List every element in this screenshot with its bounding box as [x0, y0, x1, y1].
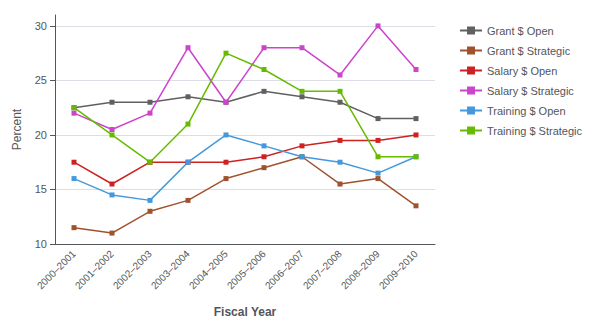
- svg-text:2004–2005: 2004–2005: [187, 248, 230, 291]
- svg-text:2003–2004: 2003–2004: [149, 248, 192, 291]
- svg-text:Grant $ Strategic: Grant $ Strategic: [487, 45, 571, 57]
- svg-text:Salary $ Open: Salary $ Open: [487, 65, 557, 77]
- svg-text:2005–2006: 2005–2006: [225, 248, 268, 291]
- svg-text:2009–2010: 2009–2010: [377, 248, 420, 291]
- svg-text:30: 30: [35, 20, 47, 32]
- svg-text:2007–2008: 2007–2008: [301, 248, 344, 291]
- svg-text:25: 25: [35, 74, 47, 86]
- svg-text:Fiscal Year: Fiscal Year: [214, 305, 277, 319]
- svg-text:Training $ Strategic: Training $ Strategic: [487, 125, 582, 137]
- svg-text:2002–2003: 2002–2003: [111, 248, 154, 291]
- svg-text:2008–2009: 2008–2009: [339, 248, 382, 291]
- svg-text:Percent: Percent: [10, 108, 24, 150]
- svg-text:Grant $ Open: Grant $ Open: [487, 25, 554, 37]
- svg-text:2006–2007: 2006–2007: [263, 248, 306, 291]
- svg-text:Salary $ Strategic: Salary $ Strategic: [487, 85, 574, 97]
- svg-text:2001–2002: 2001–2002: [73, 248, 116, 291]
- svg-text:15: 15: [35, 183, 47, 195]
- svg-text:Training $ Open: Training $ Open: [487, 105, 565, 117]
- svg-text:10: 10: [35, 238, 47, 250]
- svg-text:20: 20: [35, 129, 47, 141]
- svg-text:2000–2001: 2000–2001: [35, 248, 78, 291]
